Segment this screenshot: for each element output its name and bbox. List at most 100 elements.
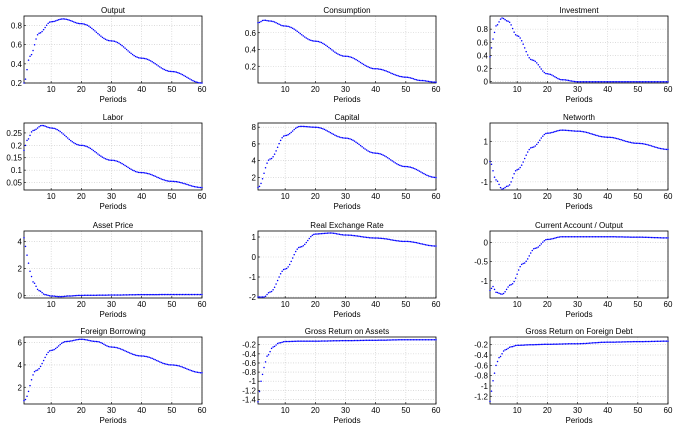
data-point	[569, 129, 571, 132]
data-point	[643, 80, 645, 83]
data-point	[270, 157, 273, 160]
data-point	[640, 340, 642, 343]
data-point	[70, 295, 72, 297]
data-point	[62, 133, 64, 135]
data-point	[587, 235, 589, 238]
data-point	[294, 340, 297, 342]
data-point	[323, 340, 326, 342]
data-point	[45, 294, 48, 296]
data-point	[614, 341, 616, 343]
data-point	[414, 338, 416, 341]
data-point	[429, 244, 431, 247]
subplot-11: 10 20 30 40 50 60-1.2-1-0.8-0.6-0.4-0.2Gross …	[474, 327, 673, 425]
data-point	[98, 34, 101, 36]
data-point	[652, 80, 654, 83]
data-point	[32, 281, 34, 283]
data-point	[560, 343, 562, 345]
data-point	[100, 341, 102, 344]
data-point	[48, 127, 51, 129]
data-point	[582, 130, 585, 133]
data-point	[602, 235, 604, 238]
y-tick-label: 0	[484, 238, 489, 247]
axes-frame	[489, 336, 669, 405]
y-tick-label: 4	[18, 238, 23, 247]
data-point	[301, 340, 303, 342]
data-point	[305, 340, 308, 342]
data-point	[504, 349, 506, 351]
x-tick-label: 40	[603, 406, 612, 415]
data-point	[585, 80, 588, 83]
data-point	[199, 371, 202, 374]
data-point	[605, 136, 607, 138]
data-point	[377, 68, 380, 70]
data-point	[201, 293, 203, 296]
y-tick-label: 2	[18, 265, 23, 274]
data-point	[323, 43, 326, 45]
x-tick-label: 50	[633, 300, 642, 309]
data-point	[89, 26, 92, 28]
data-point	[638, 236, 641, 238]
data-point	[186, 76, 188, 79]
data-point	[41, 291, 43, 294]
data-point	[399, 339, 401, 341]
data-point	[80, 144, 83, 147]
data-point	[490, 390, 493, 392]
data-point	[390, 159, 392, 161]
data-point	[623, 139, 625, 142]
data-point	[516, 168, 518, 171]
data-point	[83, 294, 86, 297]
data-point	[264, 295, 267, 298]
data-point	[57, 129, 60, 132]
data-point	[101, 156, 104, 158]
data-point	[609, 80, 612, 83]
data-point	[523, 344, 526, 346]
data-point	[637, 80, 639, 83]
x-tick-label: 10	[281, 406, 290, 415]
y-tick-label: 0.4	[11, 60, 23, 69]
data-point	[650, 145, 653, 147]
data-point	[628, 80, 630, 83]
data-point	[499, 18, 502, 20]
data-point	[195, 371, 197, 373]
data-point	[368, 236, 371, 239]
data-point	[411, 241, 413, 243]
data-point	[423, 172, 425, 175]
x-tick-label: 10	[47, 85, 56, 94]
data-point	[536, 62, 538, 64]
data-point	[526, 258, 529, 260]
data-point	[143, 293, 146, 296]
data-point	[430, 338, 433, 341]
data-point	[92, 28, 95, 31]
data-point	[523, 157, 526, 160]
data-point	[344, 137, 347, 139]
data-point	[157, 293, 159, 296]
data-point	[629, 141, 632, 144]
data-point	[156, 359, 158, 362]
y-tick-label: 0	[484, 158, 489, 167]
data-point	[608, 80, 610, 83]
data-point	[534, 145, 536, 147]
data-point	[116, 347, 119, 349]
data-point	[368, 150, 371, 153]
data-point	[420, 79, 422, 82]
data-point	[261, 177, 264, 180]
data-point	[355, 58, 357, 61]
data-point	[383, 237, 386, 240]
data-point	[273, 345, 276, 348]
data-point	[576, 80, 579, 83]
data-point	[424, 80, 427, 82]
data-point	[98, 294, 101, 296]
data-point	[423, 79, 425, 82]
data-point	[362, 236, 365, 238]
data-point	[563, 235, 565, 238]
data-point	[417, 338, 419, 341]
y-tick-label: 0.1	[11, 166, 23, 175]
data-point	[285, 340, 288, 343]
data-point	[572, 80, 574, 83]
data-point	[186, 293, 188, 296]
data-point	[70, 340, 72, 342]
data-point	[542, 70, 544, 72]
y-tick-label: 0.6	[245, 29, 257, 38]
data-point	[133, 54, 135, 57]
